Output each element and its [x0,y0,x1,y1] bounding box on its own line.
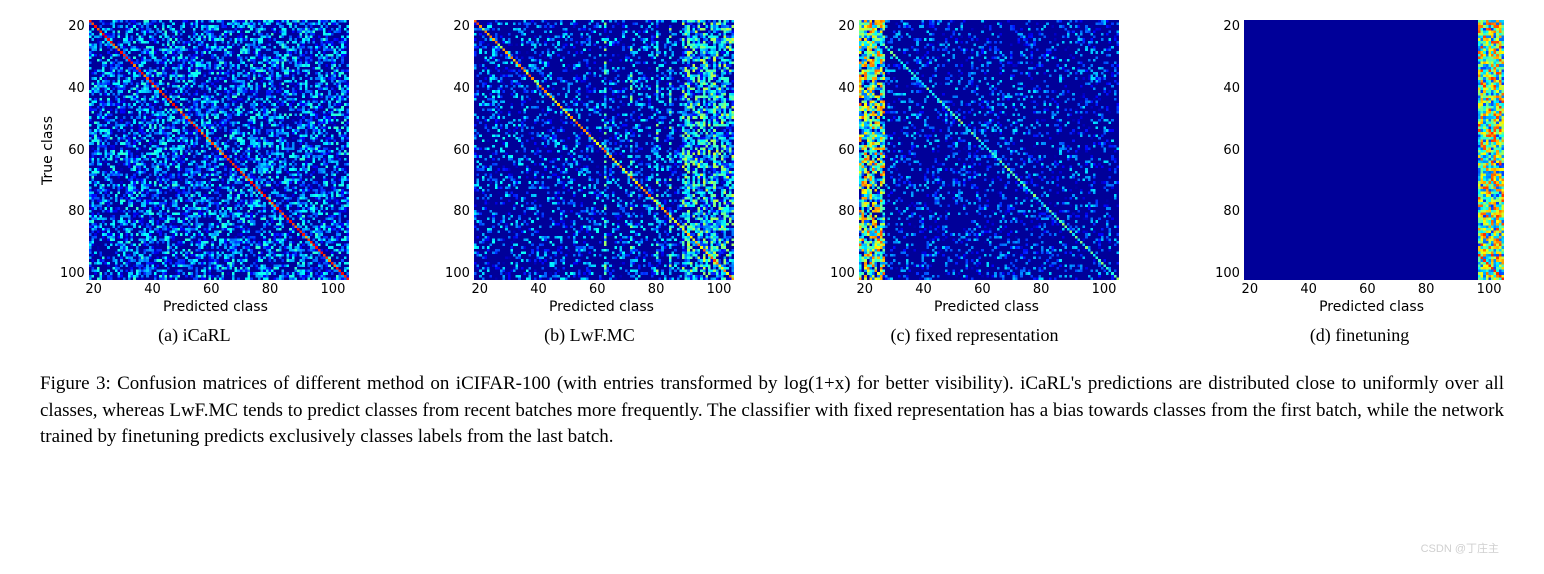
ytick: 40 [60,82,85,95]
watermark: CSDN @丁庄主 [1421,540,1499,556]
ytick: 20 [1215,20,1240,33]
ytick: 80 [1215,205,1240,218]
subplot-lwfmc: 2040608010020406080100Predicted class(b)… [445,20,734,346]
xticks: 20 40 60 80 100 [1242,280,1502,297]
xtick: 80 [1418,282,1435,297]
ytick: 60 [1215,144,1240,157]
yticks: 20 40 60 80 100 [60,20,89,280]
subplot-icarl: True class2040608010020406080100Predicte… [40,20,349,346]
figure-row: True class2040608010020406080100Predicte… [40,20,1504,346]
ytick: 40 [830,82,855,95]
xtick: 100 [321,282,346,297]
sub-caption-lwfmc: (b) LwF.MC [544,325,635,346]
heatmap-fixedrep [859,20,1119,280]
xticks: 20 40 60 80 100 [857,280,1117,297]
xtick: 60 [974,282,991,297]
xtick: 60 [589,282,606,297]
ytick: 60 [60,144,85,157]
ytick: 100 [1215,267,1240,280]
xlabel: Predicted class [549,299,654,315]
xtick: 60 [1359,282,1376,297]
xlabel: Predicted class [163,299,268,315]
heatmap-lwfmc [474,20,734,280]
figure-caption: Figure 3: Confusion matrices of differen… [40,371,1504,451]
xtick: 80 [1033,282,1050,297]
sub-caption-finetune: (d) finetuning [1310,325,1409,346]
ylabel: True class [40,116,56,185]
xtick: 20 [857,282,874,297]
xtick: 20 [471,282,488,297]
yticks: 20 40 60 80 100 [1215,20,1244,280]
ytick: 40 [445,82,470,95]
ytick: 20 [60,20,85,33]
xtick: 100 [1477,282,1502,297]
ytick: 20 [830,20,855,33]
ytick: 80 [830,205,855,218]
ytick: 80 [60,205,85,218]
heatmap-icarl [89,20,349,280]
xtick: 60 [203,282,220,297]
xlabel: Predicted class [1319,299,1424,315]
ytick: 60 [445,144,470,157]
xtick: 100 [707,282,732,297]
heatmap-finetune [1244,20,1504,280]
xtick: 80 [648,282,665,297]
ytick: 80 [445,205,470,218]
xtick: 40 [915,282,932,297]
xtick: 20 [1242,282,1259,297]
ytick: 100 [445,267,470,280]
sub-caption-fixedrep: (c) fixed representation [891,325,1059,346]
xlabel: Predicted class [934,299,1039,315]
xticks: 20 40 60 80 100 [85,280,345,297]
xtick: 100 [1092,282,1117,297]
ytick: 20 [445,20,470,33]
xtick: 40 [144,282,161,297]
yticks: 20 40 60 80 100 [445,20,474,280]
subplot-fixedrep: 2040608010020406080100Predicted class(c)… [830,20,1119,346]
ytick: 60 [830,144,855,157]
yticks: 20 40 60 80 100 [830,20,859,280]
ytick: 40 [1215,82,1240,95]
ytick: 100 [830,267,855,280]
xtick: 80 [262,282,279,297]
xtick: 40 [1300,282,1317,297]
xtick: 20 [85,282,102,297]
xticks: 20 40 60 80 100 [471,280,731,297]
sub-caption-icarl: (a) iCaRL [158,325,230,346]
ytick: 100 [60,267,85,280]
xtick: 40 [530,282,547,297]
subplot-finetune: 2040608010020406080100Predicted class(d)… [1215,20,1504,346]
